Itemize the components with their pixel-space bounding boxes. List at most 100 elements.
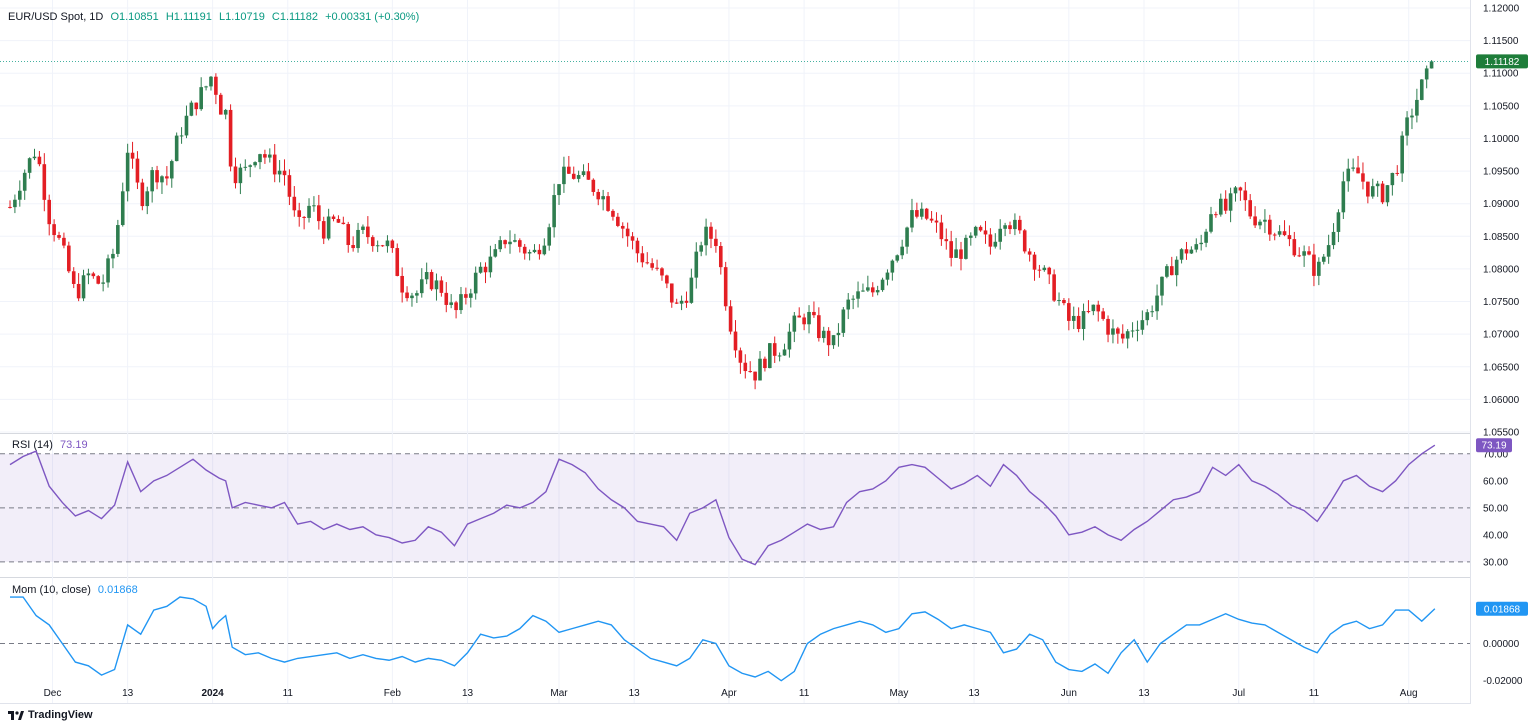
candle[interactable] [1424,68,1429,80]
candle[interactable] [76,283,81,299]
candle[interactable] [37,156,42,165]
candle[interactable] [317,205,321,222]
candle[interactable] [993,241,998,247]
candle[interactable] [498,240,502,250]
candle[interactable] [1380,183,1385,203]
candle[interactable] [1317,261,1321,276]
candle[interactable] [1292,239,1297,256]
candle[interactable] [165,176,169,179]
candle[interactable] [268,154,272,158]
candle[interactable] [596,191,601,200]
momentum-label[interactable]: Mom (10, close) [12,584,91,596]
candle[interactable] [552,195,556,228]
candle[interactable] [753,371,757,381]
candle[interactable] [797,315,802,318]
candle[interactable] [689,277,694,303]
candle[interactable] [640,253,645,263]
candle[interactable] [684,300,689,303]
candle[interactable] [934,220,939,223]
candle[interactable] [1375,183,1380,187]
candle[interactable] [861,290,865,292]
candle[interactable] [635,240,640,254]
candle[interactable] [669,283,674,303]
candle[interactable] [1419,79,1424,100]
candle[interactable] [1169,266,1174,276]
candle[interactable] [199,87,203,110]
candle[interactable] [1287,235,1292,240]
candle[interactable] [567,166,571,174]
candle[interactable] [366,226,370,238]
candle[interactable] [415,293,419,296]
candle[interactable] [130,152,135,159]
candle[interactable] [562,166,566,185]
candle[interactable] [150,170,154,192]
tradingview-brand[interactable]: TradingView [8,709,93,721]
candle[interactable] [1111,328,1115,335]
candle[interactable] [326,216,331,239]
candle[interactable] [1047,267,1052,275]
candle[interactable] [272,154,277,175]
candle[interactable] [660,268,664,276]
candle[interactable] [444,292,449,305]
candle[interactable] [939,222,944,240]
candle[interactable] [194,102,199,110]
candle[interactable] [1346,168,1351,182]
candle[interactable] [924,208,929,219]
candle[interactable] [772,343,777,356]
candle[interactable] [1091,304,1096,312]
candle[interactable] [356,229,360,249]
candle[interactable] [1032,254,1037,270]
candle[interactable] [243,166,248,168]
candle[interactable] [1204,231,1208,243]
candle[interactable] [532,249,537,253]
candle[interactable] [763,358,767,369]
candle[interactable] [1106,318,1110,335]
candle[interactable] [616,216,620,226]
candle[interactable] [1018,219,1022,231]
candle[interactable] [895,255,900,261]
candle[interactable] [449,302,453,305]
candle[interactable] [1366,181,1370,197]
rsi-label[interactable]: RSI (14) [12,439,53,451]
candle[interactable] [758,358,762,381]
candle[interactable] [468,293,473,298]
candle[interactable] [542,245,547,255]
candle[interactable] [253,162,257,166]
time-axis[interactable]: Dec 13 2024 11 Feb 13 Mar 13 Apr 11 May 13 Jun 13 Jul 1… [44,688,1418,699]
candle[interactable] [81,275,86,299]
candle[interactable] [846,299,851,310]
candle[interactable] [390,240,395,249]
candle[interactable] [106,258,110,283]
candle[interactable] [1331,231,1336,246]
candle[interactable] [606,196,610,211]
candle[interactable] [135,158,140,183]
candle[interactable] [370,237,375,247]
candle[interactable] [576,175,581,179]
candle[interactable] [650,263,654,268]
candle[interactable] [503,240,507,245]
candle[interactable] [851,298,855,300]
candle[interactable] [787,331,792,350]
candle[interactable] [1321,256,1326,262]
candle[interactable] [1410,115,1414,118]
candle[interactable] [204,86,208,88]
candle[interactable] [140,182,145,207]
candle[interactable] [905,227,909,247]
candle[interactable] [22,172,27,191]
candle[interactable] [302,216,306,218]
candle[interactable] [611,210,615,217]
candle[interactable] [748,371,753,373]
candle[interactable] [856,291,860,299]
candle[interactable] [424,272,429,280]
candle[interactable] [1341,181,1346,213]
candle[interactable] [699,245,703,252]
candle[interactable] [263,154,267,158]
candle[interactable] [307,205,311,218]
candle[interactable] [160,176,164,183]
candle[interactable] [782,349,787,356]
candle[interactable] [419,279,424,294]
candle[interactable] [890,260,895,273]
candle[interactable] [513,240,517,242]
candle[interactable] [47,199,52,225]
candle[interactable] [723,267,728,307]
